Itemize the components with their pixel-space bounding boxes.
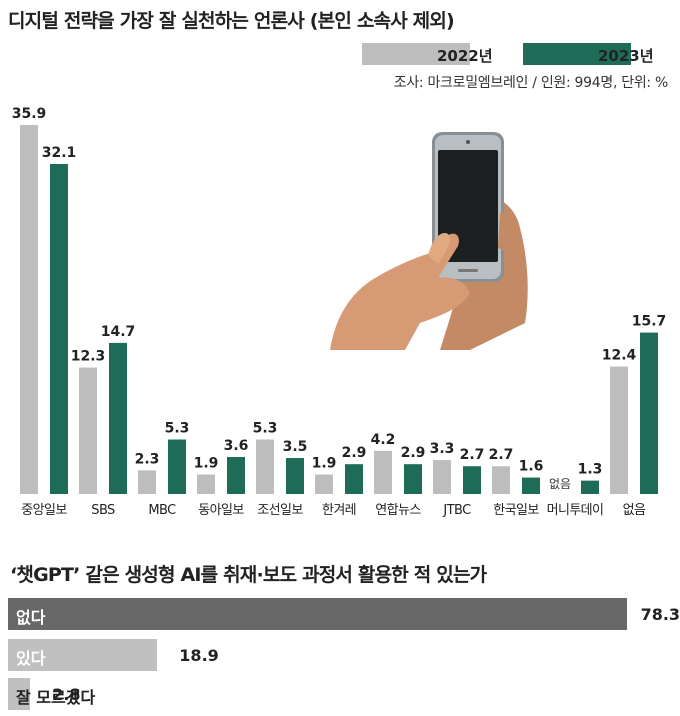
hbar-2	[8, 678, 31, 710]
bar-2022-1	[79, 367, 97, 494]
category-label-3: 동아일보	[198, 503, 244, 518]
data-label-2023-2: 5.3	[165, 421, 190, 437]
hbar-label-0: 없다	[16, 608, 46, 627]
category-label-8: 한국일보	[493, 503, 539, 518]
chart-source: 조사: 마크로밀엠브레인 / 인원: 994명, 단위: %	[393, 75, 669, 91]
hbar-label-1: 있다	[16, 649, 46, 668]
annotation-0: 없음	[549, 477, 571, 491]
bar-2022-7	[433, 460, 451, 494]
data-label-2022-5: 1.9	[312, 455, 337, 471]
data-label-2022-3: 1.9	[194, 455, 219, 471]
hbar-row-1: 있다 18.9	[8, 639, 680, 671]
legend-swatch-2022	[362, 43, 470, 65]
category-label-0: 중앙일보	[21, 503, 67, 518]
hbar-value-0: 78.3	[640, 605, 680, 624]
bar-2022-6	[374, 450, 392, 494]
hbar-row-0: 없다 78.3	[8, 598, 680, 630]
bar-2023-0	[50, 164, 68, 494]
bar-2023-10	[640, 332, 658, 494]
data-label-2022-7: 3.3	[430, 441, 455, 457]
hbar-title: ‘챗GPT’ 같은 생성형 AI를 취재·보도 과정서 활용한 적 있는가	[10, 564, 487, 586]
data-label-2022-8: 2.7	[489, 447, 514, 463]
data-label-2023-0: 32.1	[42, 145, 77, 161]
data-label-2023-4: 3.5	[283, 439, 308, 455]
category-label-5: 한겨레	[322, 503, 356, 518]
legend-label-2022: 2022년	[437, 47, 493, 65]
data-label-2022-1: 12.3	[71, 349, 106, 365]
data-label-2023-10: 15.7	[632, 314, 667, 330]
bar-2023-9	[581, 480, 599, 494]
data-label-2022-2: 2.3	[135, 451, 160, 467]
bar-2022-10	[610, 366, 628, 494]
data-label-2022-4: 5.3	[253, 421, 278, 437]
smartphone-in-hands-icon	[330, 132, 528, 350]
hbar-0	[8, 598, 627, 630]
chart-title: 디지털 전략을 가장 잘 실천하는 언론사 (본인 소속사 제외)	[8, 10, 455, 32]
hbar-value-1: 18.9	[179, 646, 219, 665]
bar-2023-2	[168, 439, 186, 494]
category-label-1: SBS	[91, 503, 115, 518]
bar-2022-5	[315, 474, 333, 494]
bar-chart: 35.9 32.1 중앙일보 12.3 14.7 SBS 2.3 5.3 MBC 1.9 3.6 동아…	[12, 106, 667, 518]
bar-2022-8	[492, 466, 510, 494]
bar-2023-4	[286, 458, 304, 494]
legend-label-2023: 2023년	[598, 47, 654, 65]
bar-2022-3	[197, 474, 215, 494]
bar-2022-2	[138, 470, 156, 494]
category-label-7: JTBC	[442, 503, 471, 518]
hbar-label-2: 잘 모르겠다	[16, 688, 96, 707]
bar-2023-8	[522, 477, 540, 494]
hbar-row-2: 잘 모르겠다 2.8	[8, 678, 680, 710]
category-label-9: 머니투데이	[547, 503, 604, 518]
bar-2023-3	[227, 456, 245, 494]
data-label-2023-8: 1.6	[519, 459, 544, 475]
category-label-6: 연합뉴스	[375, 503, 421, 518]
category-label-10: 없음	[623, 503, 646, 518]
data-label-2022-0: 35.9	[12, 106, 47, 122]
bar-2023-6	[404, 464, 422, 494]
bar-2022-4	[256, 439, 274, 494]
data-label-2023-1: 14.7	[101, 324, 136, 340]
data-label-2023-5: 2.9	[342, 445, 367, 461]
data-label-2023-9: 1.3	[578, 462, 603, 478]
category-label-2: MBC	[148, 503, 176, 518]
data-label-2023-3: 3.6	[224, 438, 249, 454]
data-label-2023-6: 2.9	[401, 445, 426, 461]
data-label-2022-10: 12.4	[602, 348, 637, 364]
hbar-1	[8, 639, 158, 671]
data-label-2023-7: 2.7	[460, 447, 485, 463]
data-label-2022-6: 4.2	[371, 432, 396, 448]
bar-2023-1	[109, 342, 127, 494]
bar-2023-5	[345, 464, 363, 494]
category-label-4: 조선일보	[257, 503, 303, 518]
bar-2022-0	[20, 124, 38, 494]
hbar-value-2: 2.8	[52, 685, 81, 704]
legend-swatch-2023	[523, 43, 631, 65]
bar-2023-7	[463, 466, 481, 494]
